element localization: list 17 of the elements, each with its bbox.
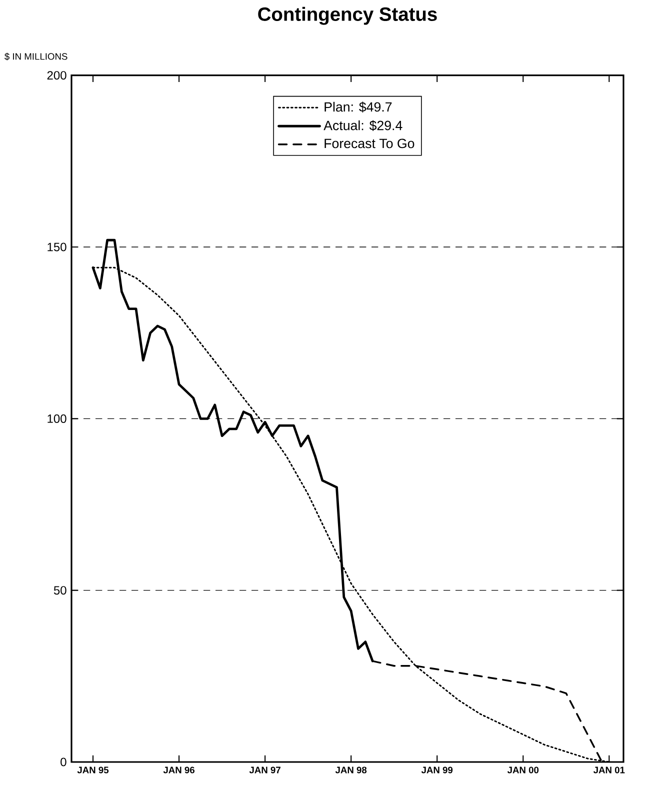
x-tick-label: JAN 01 [593, 766, 624, 774]
y-tick-label: 0 [60, 758, 66, 766]
x-tick-label: JAN 96 [163, 766, 194, 774]
legend-label: Plan: $49.7 [324, 102, 392, 112]
y-tick-label: 100 [47, 414, 66, 423]
legend-label: Actual: $29.4 [323, 120, 402, 131]
x-tick-label: JAN 98 [335, 766, 366, 774]
y-tick-label: 50 [54, 586, 66, 595]
chart-title: Contingency Status [258, 6, 437, 25]
y-tick-label: 200 [47, 71, 66, 80]
x-tick-label: JAN 00 [507, 766, 538, 774]
x-tick-label: JAN 97 [249, 766, 280, 774]
y-axis-title: $ IN MILLIONS [4, 52, 68, 60]
legend-label: Forecast To Go [324, 138, 414, 148]
x-tick-label: JAN 95 [77, 766, 108, 774]
y-tick-label: 150 [47, 242, 66, 252]
x-tick-label: JAN 99 [421, 766, 452, 774]
